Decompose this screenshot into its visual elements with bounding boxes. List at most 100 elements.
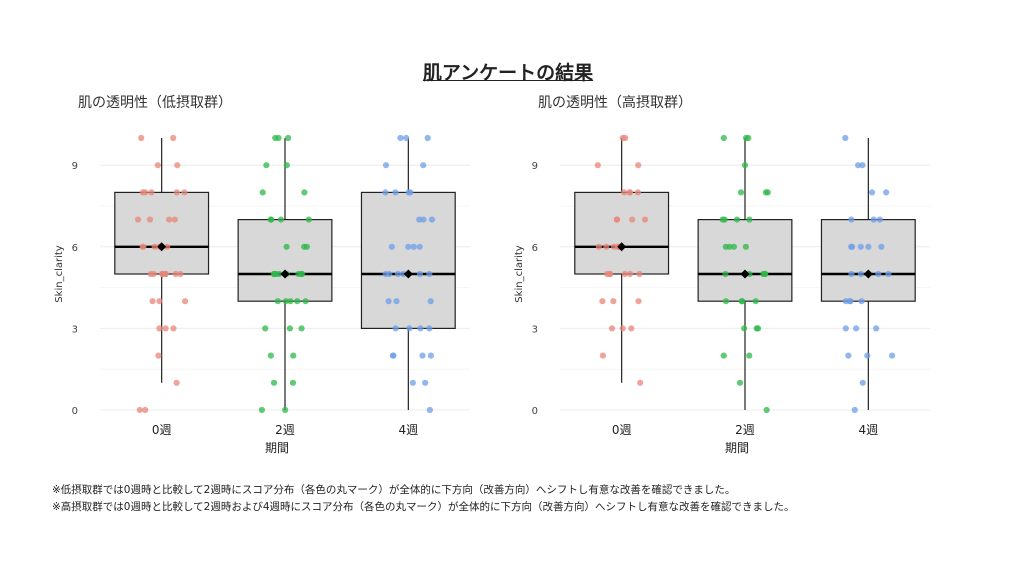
data-point bbox=[426, 325, 433, 332]
data-point bbox=[745, 134, 752, 142]
data-point bbox=[390, 352, 397, 359]
y-tick-label: 0 bbox=[72, 406, 78, 417]
data-point bbox=[400, 270, 407, 278]
data-point bbox=[622, 134, 629, 142]
data-point bbox=[868, 189, 876, 196]
data-point bbox=[173, 189, 180, 196]
data-point bbox=[730, 243, 738, 250]
data-point bbox=[301, 189, 308, 196]
data-point bbox=[610, 243, 618, 250]
data-point bbox=[136, 406, 143, 414]
chart-title: 肌の透明性（低摂取群） bbox=[78, 95, 232, 111]
data-point bbox=[741, 162, 749, 169]
x-tick-label: 2週 bbox=[275, 423, 295, 437]
x-tick-label: 4週 bbox=[399, 423, 419, 437]
data-point bbox=[267, 352, 274, 359]
y-tick-label: 3 bbox=[532, 324, 538, 335]
data-point bbox=[282, 406, 289, 414]
data-point bbox=[613, 216, 621, 223]
data-point bbox=[857, 243, 864, 250]
data-point bbox=[722, 270, 729, 278]
x-tick-label: 0週 bbox=[152, 423, 172, 437]
data-point bbox=[864, 352, 871, 359]
data-point bbox=[629, 216, 636, 223]
data-point bbox=[739, 298, 746, 305]
box-0週 bbox=[114, 191, 210, 275]
data-point bbox=[305, 216, 312, 223]
mean-marker bbox=[863, 269, 873, 279]
chart-title: 肌の透明性（高摂取群） bbox=[538, 94, 692, 111]
data-point bbox=[405, 243, 412, 250]
data-point bbox=[626, 270, 634, 278]
data-point bbox=[634, 189, 642, 196]
footnote-low-intake: ※低摂取群では0週時と比較して2週時にスコア分布（各色の丸マーク）が全体的に下方… bbox=[52, 484, 736, 496]
data-point bbox=[842, 325, 849, 332]
data-point bbox=[851, 406, 858, 414]
data-point bbox=[173, 379, 180, 386]
data-point bbox=[426, 406, 433, 414]
data-point bbox=[282, 298, 290, 305]
y-tick-label: 0 bbox=[532, 406, 538, 417]
data-point bbox=[760, 270, 767, 278]
data-point bbox=[889, 352, 896, 359]
x-tick-label: 0週 bbox=[612, 423, 632, 437]
data-point bbox=[733, 216, 741, 223]
data-point bbox=[858, 298, 865, 305]
data-point bbox=[393, 298, 400, 305]
data-point bbox=[635, 162, 642, 169]
data-point bbox=[636, 270, 643, 278]
data-point bbox=[283, 243, 290, 250]
data-point bbox=[142, 406, 149, 414]
box-4週 bbox=[360, 191, 456, 330]
data-point bbox=[762, 189, 769, 196]
data-point bbox=[170, 325, 177, 332]
data-point bbox=[845, 352, 852, 359]
data-point bbox=[156, 298, 163, 305]
data-point bbox=[416, 270, 423, 278]
data-point bbox=[628, 325, 635, 332]
data-point bbox=[262, 325, 269, 332]
data-point bbox=[422, 379, 429, 386]
data-point bbox=[722, 243, 729, 250]
data-point bbox=[394, 270, 402, 278]
data-point bbox=[746, 216, 753, 223]
x-axis-label: 期間 bbox=[725, 441, 749, 455]
data-point bbox=[859, 379, 866, 386]
data-point bbox=[171, 216, 178, 223]
data-point bbox=[746, 352, 753, 359]
mean-marker bbox=[403, 269, 413, 279]
data-point bbox=[181, 189, 188, 196]
data-point bbox=[736, 379, 744, 386]
data-point bbox=[865, 243, 872, 250]
box-0週 bbox=[574, 191, 670, 275]
data-point bbox=[276, 270, 283, 278]
data-point bbox=[416, 216, 423, 223]
data-point bbox=[763, 406, 770, 414]
data-point bbox=[595, 243, 602, 250]
data-point bbox=[878, 243, 885, 250]
y-tick-label: 9 bbox=[72, 161, 78, 172]
data-point bbox=[392, 325, 399, 332]
data-point bbox=[270, 379, 278, 386]
data-point bbox=[146, 216, 154, 223]
data-point bbox=[174, 162, 181, 169]
data-point bbox=[134, 216, 142, 223]
data-point bbox=[382, 189, 389, 196]
data-point bbox=[155, 352, 162, 359]
data-point bbox=[599, 352, 607, 359]
data-point bbox=[159, 270, 166, 278]
mean-marker bbox=[157, 242, 167, 252]
footnotes: ※低摂取群では0週時と比較して2週時にスコア分布（各色の丸マーク）が全体的に下方… bbox=[52, 482, 795, 516]
data-point bbox=[272, 134, 279, 142]
x-tick-label: 2週 bbox=[735, 423, 755, 437]
data-point bbox=[737, 189, 745, 196]
data-point bbox=[742, 243, 749, 250]
data-point bbox=[608, 325, 616, 332]
data-point bbox=[635, 298, 642, 305]
data-point bbox=[417, 325, 424, 332]
data-point bbox=[594, 162, 601, 169]
footnote-high-intake: ※高摂取群では0週時と比較して2週時および4週時にスコア分布（各色の丸マーク）が… bbox=[52, 501, 795, 513]
data-point bbox=[140, 243, 147, 250]
data-point bbox=[637, 379, 644, 386]
